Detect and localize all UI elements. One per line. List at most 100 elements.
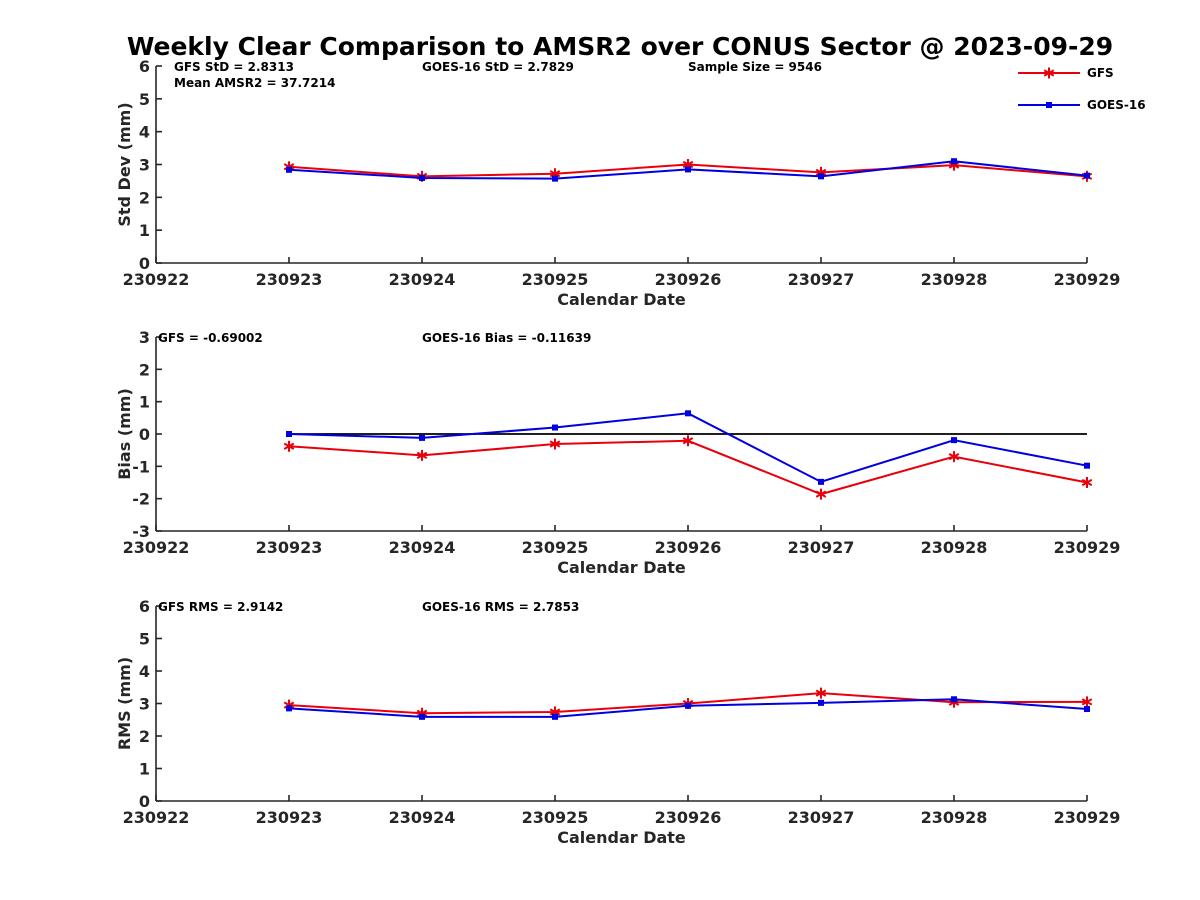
gfs-point — [1081, 477, 1093, 488]
goes-16-point — [818, 478, 824, 485]
goes-16-point — [552, 175, 558, 182]
x-tick-label: 230929 — [1054, 808, 1121, 827]
gfs-point-stroke — [283, 701, 295, 709]
legend-goes-16-marker — [1046, 102, 1052, 108]
x-axis-label: Calendar Date — [557, 558, 686, 577]
legend-gfs-marker-stroke — [1043, 69, 1055, 77]
x-tick-label: 230927 — [788, 270, 855, 289]
gfs-point — [948, 451, 960, 463]
gfs-point-stroke — [948, 453, 960, 461]
gfs-point-stroke — [682, 437, 694, 445]
y-tick-label: 1 — [139, 393, 150, 412]
y-tick-label: -3 — [132, 522, 150, 541]
goes-16-point — [1084, 172, 1090, 179]
y-tick-label: 4 — [139, 123, 150, 142]
y-tick-label: 6 — [139, 57, 150, 76]
y-tick-label: 6 — [139, 597, 150, 616]
goes-16-point — [818, 699, 824, 706]
y-tick-label: 3 — [139, 695, 150, 714]
gfs-point-stroke — [682, 160, 694, 169]
gfs-point-stroke — [815, 490, 827, 498]
goes-16-point — [685, 166, 691, 173]
gfs-point-stroke — [549, 170, 561, 178]
gfs-point-stroke — [948, 161, 960, 169]
goes-16-point — [685, 410, 691, 417]
gfs-point-stroke — [416, 709, 428, 717]
x-axis-label: Calendar Date — [557, 290, 686, 309]
series-goes-16 — [286, 696, 1090, 720]
stat-annotation: Mean AMSR2 = 37.7214 — [174, 76, 335, 90]
gfs-point — [1081, 696, 1093, 708]
y-axis-label: Std Dev (mm) — [115, 102, 134, 226]
legend-label: GFS — [1087, 66, 1114, 80]
gfs-point-stroke — [416, 451, 428, 459]
y-axis-label: Bias (mm) — [115, 388, 134, 480]
goes-16-point — [818, 173, 824, 180]
y-tick-label: 5 — [139, 90, 150, 109]
y-tick-label: 0 — [139, 254, 150, 273]
x-tick-label: 230924 — [389, 270, 456, 289]
stat-annotation: GOES-16 RMS = 2.7853 — [422, 600, 579, 614]
x-tick-label: 230929 — [1054, 538, 1121, 557]
y-tick-label: 2 — [139, 727, 150, 746]
stat-annotation: GOES-16 Bias = -0.11639 — [422, 331, 591, 345]
x-tick-label: 230924 — [389, 538, 456, 557]
y-tick-label: 5 — [139, 630, 150, 649]
y-tick-label: -1 — [132, 457, 150, 476]
gfs-point — [283, 440, 295, 452]
stat-annotation: GFS StD = 2.8313 — [174, 60, 294, 74]
x-axis-label: Calendar Date — [557, 828, 686, 847]
x-tick-label: 230927 — [788, 808, 855, 827]
gfs-point-stroke — [1081, 478, 1093, 487]
x-tick-label: 230926 — [655, 538, 722, 557]
legend: GFS GOES-16 — [1018, 66, 1146, 112]
gfs-point — [815, 687, 827, 699]
panel-3: 0 1 2 3 4 5 6 230922 230923 230924 230925 230926 230… — [115, 597, 1120, 847]
x-tick-label: 230927 — [788, 538, 855, 557]
goes-16-point — [286, 705, 292, 712]
panel-2: -3 -2 -1 0 1 2 3 230922 230923 230924 230925 230926… — [115, 328, 1120, 577]
gfs-point — [416, 449, 428, 461]
stat-annotation: GFS RMS = 2.9142 — [158, 600, 283, 614]
gfs-point-stroke — [549, 440, 561, 448]
x-tick-label: 230928 — [921, 808, 988, 827]
series-line-gfs — [288, 439, 1088, 496]
y-tick-label: 3 — [139, 156, 150, 175]
goes-16-point — [286, 431, 292, 437]
y-axis-label: RMS (mm) — [115, 657, 134, 750]
goes-16-point — [685, 702, 691, 709]
x-tick-label: 230928 — [921, 538, 988, 557]
x-tick-label: 230923 — [256, 270, 323, 289]
series-gfs — [283, 435, 1093, 500]
x-tick-label: 230923 — [256, 808, 323, 827]
goes-16-point — [419, 434, 425, 441]
x-tick-label: 230926 — [655, 270, 722, 289]
goes-16-point — [951, 437, 957, 444]
gfs-point — [549, 438, 561, 450]
x-tick-label: 230924 — [389, 808, 456, 827]
chart-title: Weekly Clear Comparison to AMSR2 over CO… — [127, 32, 1113, 61]
y-tick-label: 0 — [139, 425, 150, 444]
series-line-goes-16 — [288, 412, 1088, 483]
goes-16-point — [951, 158, 957, 165]
goes-16-point — [951, 696, 957, 703]
stat-annotation: Sample Size = 9546 — [688, 60, 822, 74]
y-tick-label: -2 — [132, 490, 150, 509]
goes-16-point — [286, 166, 292, 173]
y-tick-label: 1 — [139, 221, 150, 240]
x-tick-label: 230928 — [921, 270, 988, 289]
stat-annotation: GFS = -0.69002 — [158, 331, 263, 345]
legend-gfs-marker — [1043, 67, 1055, 79]
series-goes-16 — [286, 158, 1090, 182]
gfs-point — [815, 488, 827, 500]
x-tick-label: 230925 — [522, 808, 589, 827]
gfs-point-stroke — [815, 168, 827, 176]
goes-16-point — [419, 713, 425, 720]
goes-16-point — [552, 713, 558, 720]
y-tick-label: 4 — [139, 662, 150, 681]
x-tick-label: 230926 — [655, 808, 722, 827]
y-tick-label: 1 — [139, 760, 150, 779]
legend-label: GOES-16 — [1087, 98, 1146, 112]
y-tick-label: 2 — [139, 360, 150, 379]
